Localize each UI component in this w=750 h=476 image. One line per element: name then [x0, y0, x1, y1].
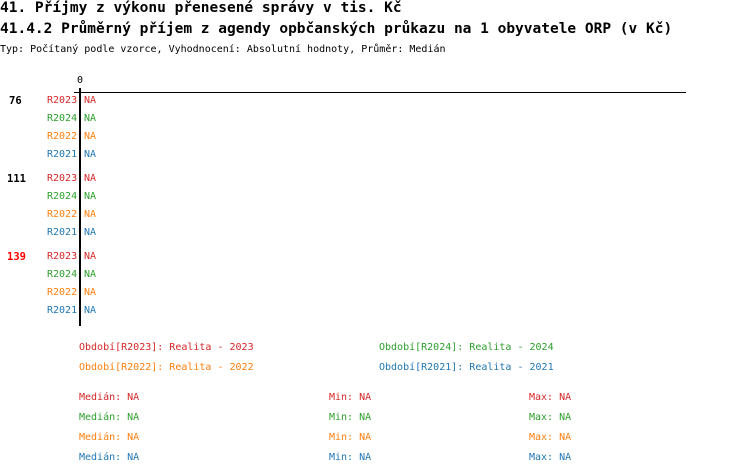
- stat-median: Medián: NA: [79, 392, 140, 403]
- category-label: 139: [7, 251, 26, 263]
- x-tick-label: 0: [77, 75, 84, 86]
- y-axis-line: [79, 88, 81, 326]
- bar-value: NA: [84, 251, 97, 262]
- stat-median: Medián: NA: [79, 432, 140, 443]
- bar-value: NA: [84, 287, 97, 298]
- legend-item: Období[R2022]: Realita - 2022: [79, 362, 254, 373]
- stat-min: Min: NA: [329, 432, 372, 443]
- stat-max: Max: NA: [529, 432, 572, 443]
- bar-value: NA: [84, 131, 97, 142]
- stat-min: Min: NA: [329, 452, 372, 463]
- series-label: R2023: [47, 95, 78, 106]
- bar-value: NA: [84, 113, 97, 124]
- legend-item: Období[R2024]: Realita - 2024: [379, 342, 554, 353]
- series-label: R2021: [47, 305, 78, 316]
- series-label: R2023: [47, 251, 78, 262]
- series-label: R2022: [47, 287, 78, 298]
- series-label: R2024: [47, 113, 78, 124]
- series-label: R2021: [47, 149, 78, 160]
- series-label: R2024: [47, 191, 78, 202]
- series-label: R2022: [47, 131, 78, 142]
- bar-value: NA: [84, 95, 97, 106]
- stat-median: Medián: NA: [79, 452, 140, 463]
- category-label: 76: [9, 95, 22, 107]
- bar-value: NA: [84, 269, 97, 280]
- stat-median: Medián: NA: [79, 412, 140, 423]
- stat-max: Max: NA: [529, 392, 572, 403]
- stat-max: Max: NA: [529, 452, 572, 463]
- category-label: 111: [7, 173, 26, 185]
- stat-min: Min: NA: [329, 412, 372, 423]
- bar-value: NA: [84, 305, 97, 316]
- bar-value: NA: [84, 191, 97, 202]
- chart-subtitle: 41.4.2 Průměrný příjem z agendy opbčansk…: [0, 21, 673, 37]
- stat-max: Max: NA: [529, 412, 572, 423]
- legend-item: Období[R2023]: Realita - 2023: [79, 342, 254, 353]
- bar-value: NA: [84, 149, 97, 160]
- page-title: 41. Příjmy z výkonu přenesené správy v t…: [0, 0, 402, 16]
- bar-value: NA: [84, 209, 97, 220]
- stat-min: Min: NA: [329, 392, 372, 403]
- bar-value: NA: [84, 173, 97, 184]
- series-label: R2021: [47, 227, 78, 238]
- x-axis-line: [74, 92, 686, 93]
- series-label: R2023: [47, 173, 78, 184]
- series-label: R2022: [47, 209, 78, 220]
- series-label: R2024: [47, 269, 78, 280]
- bar-value: NA: [84, 227, 97, 238]
- legend-item: Období[R2021]: Realita - 2021: [379, 362, 554, 373]
- chart-meta: Typ: Počítaný podle vzorce, Vyhodnocení:…: [0, 44, 446, 55]
